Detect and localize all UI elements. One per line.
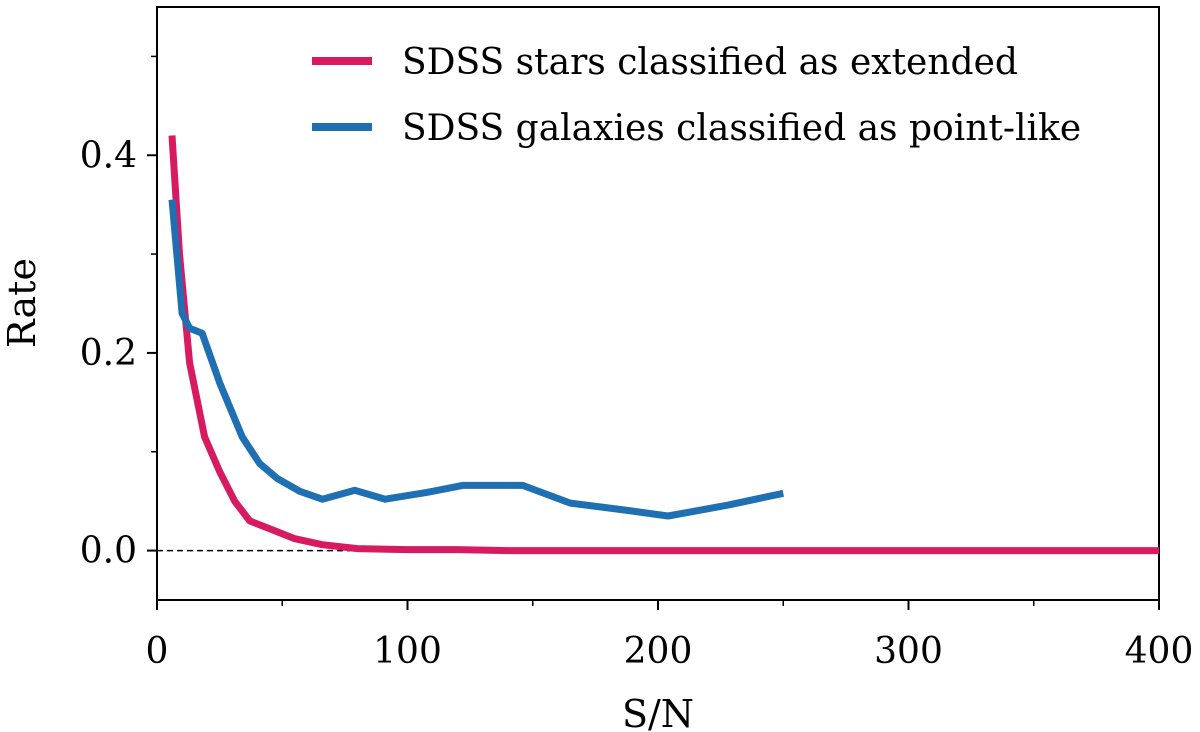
y-tick-label-0.4: 0.4 [80,135,137,176]
y-axis-label: Rate [0,258,44,348]
x-tick-label-0: 0 [146,631,169,672]
legend-label-stars: SDSS stars classified as extended [402,42,1018,83]
legend: SDSS stars classified as extended SDSS g… [312,42,1081,149]
y-tick-label-0: 0.0 [80,531,137,572]
x-tick-label-100: 100 [373,631,442,672]
x-tick-label-200: 200 [624,631,693,672]
series-layer [168,135,1159,555]
y-tick-label-0.2: 0.2 [80,333,137,374]
x-tick-label-300: 300 [874,631,943,672]
series-line-galaxies [168,199,785,520]
plot-frame [156,6,1160,601]
legend-label-galaxies: SDSS galaxies classified as point-like [402,108,1081,149]
x-tick-label-400: 400 [1125,631,1194,672]
ticks-layer: 0 100 200 300 400 0.0 0.2 0.4 [80,55,1194,672]
series-line-stars [168,135,1159,555]
x-axis-label: S/N [622,692,694,732]
